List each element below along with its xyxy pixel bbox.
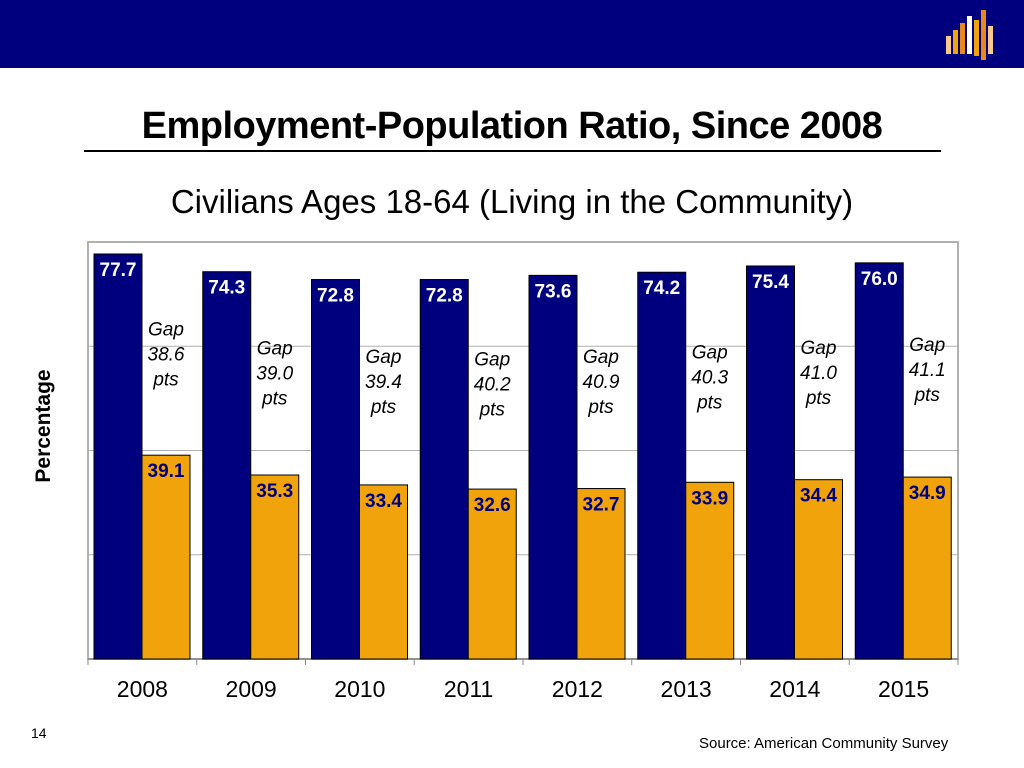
data-label: 75.4 (752, 272, 789, 293)
data-label: 34.9 (909, 483, 946, 504)
gap-annotation: pts (805, 388, 832, 409)
title-banner (0, 0, 1024, 68)
gap-annotation: Gap (583, 347, 619, 368)
bar-series-2 (141, 454, 191, 660)
bar-series-1 (528, 274, 578, 660)
bar-series-1 (746, 265, 795, 660)
data-label: 72.8 (317, 286, 354, 307)
data-label: 39.1 (148, 461, 185, 482)
gap-annotation: Gap (909, 335, 945, 356)
x-tick-label: 2011 (444, 676, 493, 702)
data-label: 74.3 (208, 278, 245, 299)
gap-annotation: Gap (474, 349, 510, 370)
data-label: 76.0 (861, 269, 898, 290)
bar-series-2 (685, 481, 735, 660)
bar-series-1 (202, 271, 252, 660)
bar-series-2 (794, 479, 843, 660)
gap-annotation: Gap (257, 338, 293, 359)
bar-series-2 (902, 476, 952, 660)
gap-annotation: pts (370, 397, 397, 418)
slide-title: Employment-Population Ratio, Since 2008 (141, 105, 883, 147)
gap-annotation: pts (479, 399, 506, 420)
gap-annotation: 41.0 (800, 363, 837, 384)
page-number: 14 (31, 725, 47, 741)
gap-annotation: pts (261, 388, 288, 409)
x-tick-label: 2008 (117, 676, 168, 702)
gap-annotation: Gap (801, 338, 837, 359)
bar-series-2 (250, 474, 300, 660)
data-label: 32.7 (583, 495, 620, 516)
gap-annotation: pts (914, 385, 941, 406)
gap-annotation: Gap (148, 320, 184, 341)
bar-series-1 (854, 262, 904, 660)
data-label: 33.4 (365, 491, 402, 512)
gap-annotation: 40.3 (691, 367, 728, 388)
data-label: 77.7 (100, 260, 137, 281)
x-tick-label: 2009 (226, 676, 277, 702)
x-tick-label: 2012 (552, 676, 603, 702)
gap-annotation: pts (587, 397, 614, 418)
bar-series-1 (93, 253, 143, 660)
title-underline (84, 150, 941, 152)
x-tick-label: 2015 (878, 676, 929, 702)
gap-annotation: 38.6 (148, 345, 185, 366)
x-tick-label: 2013 (661, 676, 712, 702)
gap-annotation: pts (696, 392, 723, 413)
gap-annotation: 40.2 (474, 374, 511, 395)
bar-series-2 (576, 488, 626, 660)
data-label: 34.4 (800, 486, 837, 507)
x-tick-label: 2014 (769, 676, 820, 702)
bar-series-1 (419, 279, 469, 660)
gap-annotation: pts (152, 370, 179, 391)
x-tick-label: 2010 (334, 676, 385, 702)
data-label: 73.6 (535, 281, 572, 302)
bar-series-1 (311, 279, 360, 660)
data-label: 74.2 (643, 278, 680, 299)
bar-chart-map-logo-icon (946, 10, 993, 60)
gap-annotation: Gap (366, 347, 402, 368)
bar-series-1 (637, 271, 687, 660)
data-label: 32.6 (474, 495, 511, 516)
gap-annotation: 41.1 (909, 360, 946, 381)
gap-annotation: 40.9 (583, 372, 620, 393)
slide-subtitle: Civilians Ages 18-64 (Living in the Comm… (170, 183, 854, 220)
gap-annotation: Gap (692, 342, 728, 363)
data-label: 35.3 (256, 481, 293, 502)
data-label: 33.9 (691, 488, 728, 509)
gap-annotation: 39.0 (256, 363, 293, 384)
gap-annotation: 39.4 (365, 372, 402, 393)
data-label: 72.8 (426, 286, 463, 307)
bar-series-2 (467, 488, 517, 660)
bar-series-2 (359, 484, 408, 660)
source-note: Source: American Community Survey (699, 735, 949, 752)
